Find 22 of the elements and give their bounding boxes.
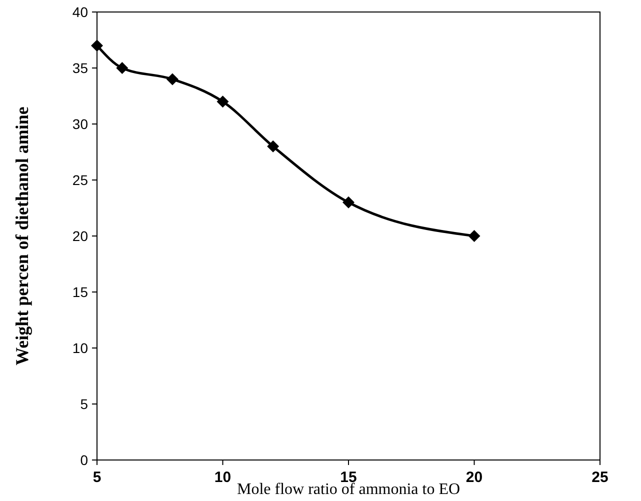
y-tick-label: 40 bbox=[72, 4, 88, 20]
y-tick-label: 0 bbox=[80, 452, 88, 468]
point bbox=[91, 40, 103, 52]
y-axis-title: Weight percen of diethanol amine bbox=[12, 106, 32, 366]
x-axis-title: Mole flow ratio of ammonia to EO bbox=[236, 481, 460, 498]
point bbox=[166, 73, 178, 86]
point bbox=[116, 62, 128, 74]
y-tick-label: 35 bbox=[72, 60, 88, 76]
y-tick-label: 10 bbox=[72, 340, 88, 356]
x-tick-label: 5 bbox=[92, 469, 102, 486]
y-tick-label: 30 bbox=[72, 116, 88, 132]
y-tick-label: 15 bbox=[72, 284, 88, 300]
y-tick-label: 20 bbox=[72, 228, 88, 244]
point bbox=[342, 196, 354, 208]
x-tick-label: 25 bbox=[592, 469, 608, 486]
x-tick-label: 20 bbox=[466, 469, 483, 486]
y-tick-label: 25 bbox=[72, 172, 88, 188]
y-tick-label: 5 bbox=[80, 396, 88, 412]
point bbox=[468, 230, 480, 242]
point bbox=[216, 96, 229, 108]
x-tick-label: 10 bbox=[214, 469, 232, 486]
point bbox=[267, 140, 280, 152]
